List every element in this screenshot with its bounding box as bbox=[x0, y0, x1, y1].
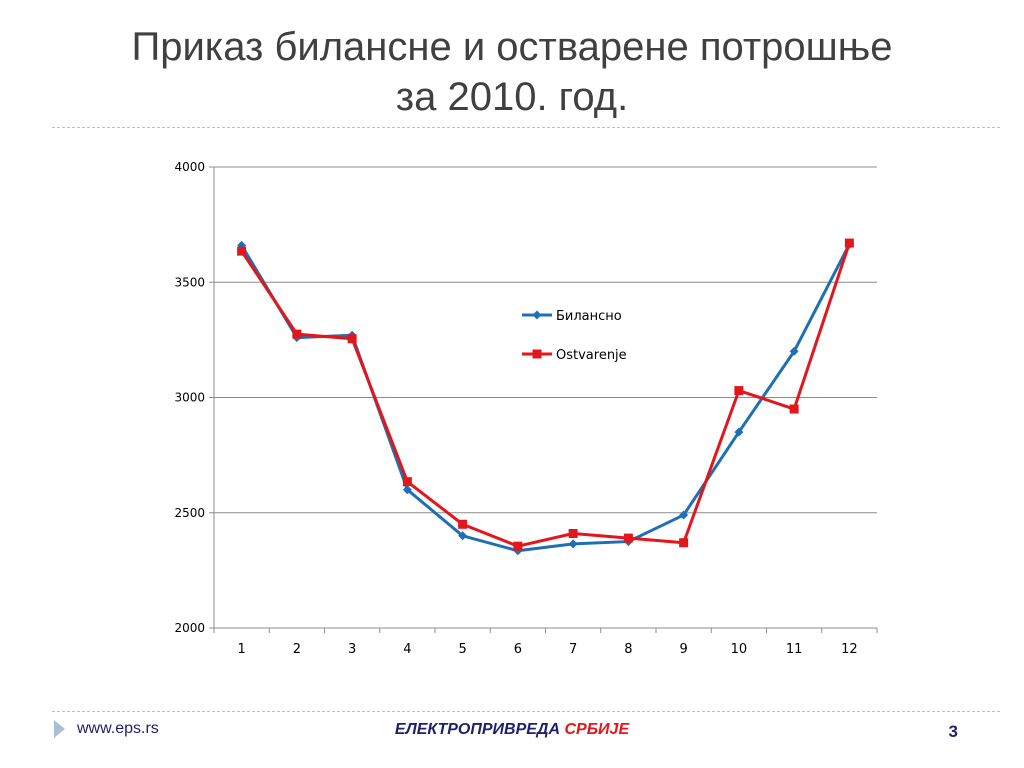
data-point-2-8 bbox=[623, 533, 633, 543]
data-point-1-9 bbox=[679, 510, 689, 520]
triangle-bullet-icon bbox=[54, 720, 65, 738]
xtick-label-9: 9 bbox=[679, 642, 687, 657]
xtick-label-5: 5 bbox=[458, 642, 466, 657]
data-point-2-1 bbox=[237, 246, 247, 256]
legend-label-1: Билансно bbox=[556, 309, 622, 324]
legend-marker-1 bbox=[532, 310, 542, 320]
legend: Билансно Ostvarenje bbox=[522, 309, 627, 363]
series-line-2 bbox=[240, 242, 851, 548]
ytick-label-3500: 3500 bbox=[174, 275, 205, 289]
xtick-label-1: 1 bbox=[237, 642, 245, 657]
data-point-2-9 bbox=[679, 538, 689, 548]
data-point-2-3 bbox=[347, 334, 357, 344]
gridlines bbox=[214, 166, 877, 629]
xtick-label-4: 4 bbox=[403, 642, 411, 657]
slide-title-line-2: за 2010. год. bbox=[395, 75, 629, 119]
footer-url[interactable]: www.eps.rs bbox=[77, 720, 159, 737]
series-2 bbox=[237, 238, 854, 551]
top-divider bbox=[52, 127, 1000, 128]
footer-link[interactable]: www.eps.rs bbox=[54, 720, 159, 738]
xtick-label-11: 11 bbox=[786, 642, 803, 657]
data-point-1-10 bbox=[734, 427, 744, 437]
ytick-label-3000: 3000 bbox=[174, 391, 205, 405]
series-line-1 bbox=[240, 243, 851, 553]
footer-brand-part1: ЕЛЕКТРОПРИВРЕДА bbox=[394, 721, 561, 738]
slide-title: Приказ билансне и остварене потрошње за … bbox=[0, 22, 1024, 122]
footer-brand-part2: СРБИЈЕ bbox=[564, 721, 630, 738]
legend-label-2: Ostvarenje bbox=[556, 348, 627, 363]
data-point-1-4 bbox=[402, 485, 412, 495]
data-point-2-12 bbox=[844, 238, 854, 248]
xtick-label-7: 7 bbox=[569, 642, 577, 657]
xtick-label-10: 10 bbox=[731, 642, 748, 657]
ytick-label-2000: 2000 bbox=[174, 621, 205, 635]
ytick-label-2500: 2500 bbox=[174, 506, 205, 520]
data-point-1-5 bbox=[458, 531, 468, 541]
ytick-label-4000: 4000 bbox=[174, 160, 205, 174]
xtick-label-3: 3 bbox=[348, 642, 356, 657]
series bbox=[237, 238, 854, 556]
data-point-2-6 bbox=[513, 541, 523, 551]
data-point-2-4 bbox=[402, 477, 412, 487]
data-point-2-10 bbox=[734, 386, 744, 396]
data-point-2-5 bbox=[458, 519, 468, 529]
bottom-divider bbox=[52, 711, 1000, 712]
data-point-1-11 bbox=[789, 346, 799, 356]
xtick-label-6: 6 bbox=[514, 642, 522, 657]
data-point-2-2 bbox=[292, 329, 302, 339]
legend-marker-2 bbox=[532, 349, 542, 359]
legend-entry-2: Ostvarenje bbox=[522, 348, 627, 363]
data-point-2-7 bbox=[568, 528, 578, 538]
xtick-label-12: 12 bbox=[841, 642, 858, 657]
page-number: 3 bbox=[948, 722, 958, 741]
xtick-label-2: 2 bbox=[293, 642, 301, 657]
data-point-2-11 bbox=[789, 404, 799, 414]
legend-entry-1: Билансно bbox=[522, 309, 622, 324]
xtick-label-8: 8 bbox=[624, 642, 632, 657]
slide-title-line-1: Приказ билансне и остварене потрошње bbox=[131, 25, 893, 69]
data-point-1-7 bbox=[568, 539, 578, 549]
footer-brand: ЕЛЕКТРОПРИВРЕДА СРБИЈЕ bbox=[0, 721, 1024, 739]
